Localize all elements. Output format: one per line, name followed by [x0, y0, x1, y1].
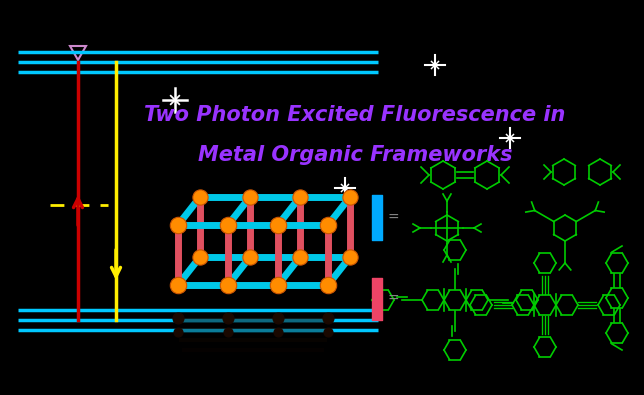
- Text: =: =: [388, 292, 400, 306]
- Point: [195, 194, 205, 200]
- Point: [223, 282, 233, 288]
- Point: [345, 194, 355, 200]
- Point: [323, 282, 333, 288]
- Point: [223, 222, 233, 228]
- Point: [173, 222, 183, 228]
- Point: [323, 222, 333, 228]
- Point: [173, 315, 183, 321]
- Point: [323, 315, 333, 321]
- Point: [223, 315, 233, 321]
- Point: [295, 194, 305, 200]
- Point: [295, 254, 305, 260]
- Point: [173, 282, 183, 288]
- Point: [273, 282, 283, 288]
- Point: [345, 254, 355, 260]
- Text: Metal Organic Frameworks: Metal Organic Frameworks: [198, 145, 512, 165]
- Text: Two Photon Excited Fluorescence in: Two Photon Excited Fluorescence in: [144, 105, 565, 125]
- Point: [245, 254, 255, 260]
- Point: [273, 315, 283, 321]
- Point: [245, 194, 255, 200]
- Point: [273, 222, 283, 228]
- Text: =: =: [388, 211, 400, 225]
- Point: [323, 329, 333, 335]
- Point: [173, 329, 183, 335]
- Point: [195, 254, 205, 260]
- Point: [223, 329, 233, 335]
- Point: [273, 329, 283, 335]
